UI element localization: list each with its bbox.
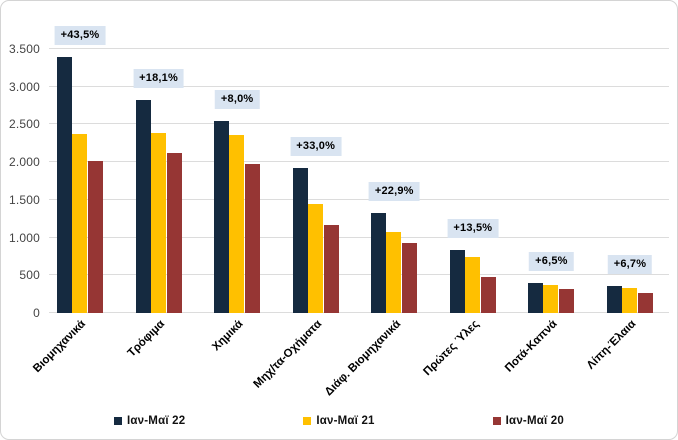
legend: Ιαν-Μαϊ 22 Ιαν-Μαϊ 21 Ιαν-Μαϊ 20: [1, 415, 677, 427]
legend-item: Ιαν-Μαϊ 20: [492, 415, 564, 427]
y-axis: 3.500 3.000 2.500 2.000 1.500 1.000 500 0: [1, 21, 43, 320]
gridline: [49, 198, 669, 200]
bar-group: [371, 21, 418, 313]
growth-label: +6,7%: [607, 255, 653, 275]
bar-series-1: [135, 100, 151, 313]
legend-swatch: [114, 417, 122, 425]
bar-series-2: [72, 134, 87, 313]
bar-series-2: [229, 135, 245, 313]
bar-series-1: [371, 213, 387, 313]
x-category-label: Τρόφιμα: [125, 318, 168, 360]
gridline: [49, 123, 669, 125]
bar-series-3: [637, 293, 653, 313]
bar-series-3: [402, 243, 418, 313]
growth-label: +6,5%: [529, 251, 574, 271]
bar-series-3: [559, 288, 575, 313]
bar-group: [214, 21, 261, 313]
x-category-label: Λίπη-Έλαια: [584, 318, 639, 372]
x-category-label: Χημικά: [210, 318, 246, 354]
growth-label: +18,1%: [133, 69, 184, 89]
y-tick-label: 1.500: [8, 192, 40, 207]
bar-series-2: [386, 231, 402, 313]
growth-label: +8,0%: [214, 89, 260, 109]
legend-swatch: [303, 417, 312, 425]
legend-label: Ιαν-Μαϊ 22: [127, 415, 186, 427]
bar-group: [528, 21, 575, 313]
y-tick-label: 500: [19, 268, 40, 283]
legend-swatch: [492, 417, 501, 425]
bar-series-3: [480, 276, 496, 313]
bar-group: [606, 21, 653, 313]
y-tick-label: 2.000: [8, 155, 40, 170]
x-category-label: Πρώτες Ύλες: [421, 318, 482, 379]
gridline: [49, 312, 669, 313]
plot-area: +43,5% +18,1% +8,0% +33,0% +22,9% +13,5% +6,5%…: [49, 21, 669, 313]
gridline: [49, 85, 669, 87]
bar-group: [135, 21, 182, 313]
legend-label: Ιαν-Μαϊ 21: [316, 415, 375, 427]
bar-series-3: [88, 161, 103, 313]
bar-series-2: [307, 204, 323, 313]
bar-series-1: [528, 282, 544, 313]
x-category-label: Βιομηχανικά: [31, 318, 89, 375]
y-tick-label: 3.000: [8, 79, 40, 94]
growth-label: +33,0%: [290, 137, 342, 157]
bar-series-1: [606, 286, 622, 313]
growth-label: +13,5%: [447, 218, 499, 238]
bar-series-2: [621, 287, 637, 313]
gridline: [49, 48, 669, 49]
bar-series-1: [449, 249, 465, 313]
bar-group: [57, 21, 103, 313]
bar-series-2: [543, 284, 559, 313]
bar-series-2: [464, 257, 480, 313]
legend-item: Ιαν-Μαϊ 21: [303, 415, 374, 427]
x-category-label: Διάφ. Βιομηχανικά: [322, 318, 403, 399]
bar-series-3: [166, 153, 182, 313]
y-tick-label: 1.000: [8, 230, 40, 245]
y-tick-label: 0: [33, 306, 40, 320]
gridline: [49, 236, 669, 238]
bar-group: [292, 21, 339, 313]
bar-series-3: [245, 164, 261, 313]
bar-group: [449, 21, 496, 313]
x-category-label: Μηχ/τα-Οχήματα: [251, 318, 325, 391]
gridline: [49, 274, 669, 276]
growth-label: +22,9%: [368, 182, 420, 202]
growth-label: +43,5%: [54, 26, 106, 46]
gridline: [49, 161, 669, 163]
legend-item: Ιαν-Μαϊ 22: [114, 415, 185, 427]
bar-series-1: [292, 168, 308, 313]
legend-label: Ιαν-Μαϊ 20: [505, 415, 564, 427]
bar-series-1: [214, 120, 230, 313]
bar-series-3: [323, 224, 339, 313]
bar-series-2: [150, 133, 166, 313]
y-tick-label: 2.500: [8, 117, 40, 132]
bar-series-1: [57, 57, 72, 313]
x-category-label: Ποτά-Καπνά: [503, 318, 560, 375]
y-tick-label: 3.500: [8, 42, 40, 56]
